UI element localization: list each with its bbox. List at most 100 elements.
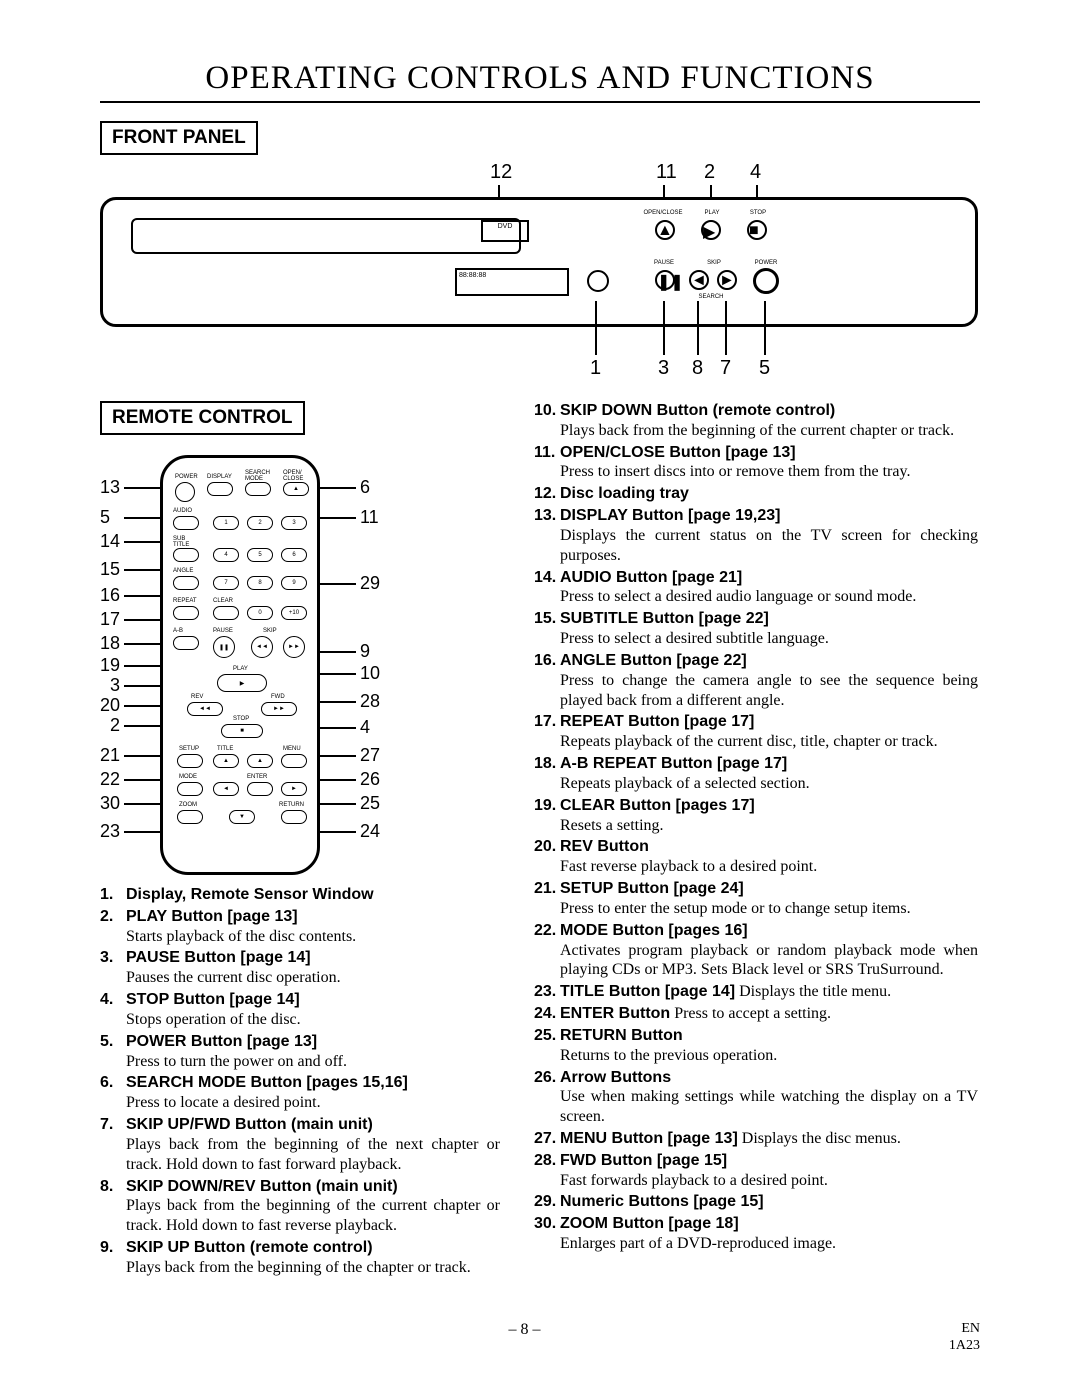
- rc-leader: [320, 803, 356, 805]
- list-item: 13.DISPLAY Button [page 19,23]Displays t…: [534, 506, 978, 565]
- lbl-fwd: FWD: [271, 694, 285, 700]
- btn-7: 7: [213, 576, 239, 590]
- rc-leader: [320, 517, 356, 519]
- fp-callout-1: 1: [590, 357, 601, 380]
- page-title: OPERATING CONTROLS AND FUNCTIONS: [100, 60, 980, 97]
- rc-num: 20: [100, 695, 120, 716]
- rc-num: 2: [110, 715, 120, 736]
- rc-leader: [124, 779, 160, 781]
- rc-leader: [124, 541, 160, 543]
- lbl-rev: REV: [191, 694, 203, 700]
- list-item: 16.ANGLE Button [page 22]Press to change…: [534, 651, 978, 710]
- rc-num: 27: [360, 745, 380, 766]
- rc-num: 21: [100, 745, 120, 766]
- list-item: 28.FWD Button [page 15]Fast forwards pla…: [534, 1151, 978, 1191]
- rc-leader: [320, 651, 356, 653]
- rc-num: 3: [110, 675, 120, 696]
- rc-num: 5: [100, 507, 110, 528]
- lbl-repeat: REPEAT: [173, 598, 197, 604]
- lbl-clear: CLEAR: [213, 598, 233, 604]
- entries-right: 10.SKIP DOWN Button (remote control)Play…: [534, 401, 978, 1254]
- list-item: 12.Disc loading tray: [534, 484, 978, 504]
- rc-num: 13: [100, 477, 120, 498]
- list-item: 26.Arrow ButtonsUse when making settings…: [534, 1068, 978, 1127]
- fp-callout-3: 3: [658, 357, 669, 380]
- rc-num: 18: [100, 633, 120, 654]
- list-item: 29.Numeric Buttons [page 15]: [534, 1192, 978, 1212]
- list-item: 2.PLAY Button [page 13]Starts playback o…: [100, 907, 500, 947]
- btn-plus10: +10: [281, 606, 307, 620]
- rc-leader: [124, 643, 160, 645]
- rc-num: 6: [360, 477, 370, 498]
- fp-leader: [663, 301, 665, 355]
- entries-left: 1.Display, Remote Sensor Window2.PLAY Bu…: [100, 885, 500, 1278]
- fp-callout-2: 2: [704, 161, 715, 184]
- lbl-play: PLAY: [233, 666, 248, 672]
- label-pause: PAUSE: [649, 260, 679, 266]
- btn-play: ▶: [217, 674, 267, 692]
- btn-open: ▲: [283, 482, 309, 496]
- btn-skipdown: ◄◄: [251, 636, 273, 658]
- rc-leader: [124, 665, 160, 667]
- rc-num: 28: [360, 691, 380, 712]
- lbl-ab: A-B: [173, 628, 183, 634]
- btn-mode: [177, 782, 203, 796]
- list-item: 23.TITLE Button [page 14] Displays the t…: [534, 982, 978, 1002]
- list-item: 14.AUDIO Button [page 21]Press to select…: [534, 568, 978, 608]
- btn-3: 3: [281, 516, 307, 530]
- rc-num: 17: [100, 609, 120, 630]
- label-skip: SKIP: [699, 260, 729, 266]
- btn-rev: ◄◄: [187, 702, 223, 716]
- rc-leader: [124, 517, 160, 519]
- fp-callout-4: 4: [750, 161, 761, 184]
- btn-setup: [177, 754, 203, 768]
- list-item: 7.SKIP UP/FWD Button (main unit)Plays ba…: [100, 1115, 500, 1174]
- list-item: 3.PAUSE Button [page 14]Pauses the curre…: [100, 948, 500, 988]
- front-panel-section: FRONT PANEL 12 11 2 4 DVD 88:88:88 OPEN/…: [100, 121, 980, 391]
- fp-callout-7: 7: [720, 357, 731, 380]
- btn-2: 2: [247, 516, 273, 530]
- lbl-setup: SETUP: [179, 746, 199, 752]
- btn-sub: [173, 548, 199, 562]
- lbl-search: SEARCH MODE: [245, 470, 275, 482]
- list-item: 5.POWER Button [page 13]Press to turn th…: [100, 1032, 500, 1072]
- list-item: 25.RETURN ButtonReturns to the previous …: [534, 1026, 978, 1066]
- rc-num: 4: [360, 717, 370, 738]
- fp-leader: [697, 301, 699, 355]
- label-stop: STOP: [743, 210, 773, 216]
- lbl-sub: SUB TITLE: [173, 536, 197, 548]
- rc-num: 11: [360, 507, 379, 528]
- pause-btn: ❚❚: [655, 270, 675, 290]
- rc-leader: [124, 487, 160, 489]
- btn-clear: [213, 606, 239, 620]
- fp-callout-8: 8: [692, 357, 703, 380]
- disc-tray: [131, 218, 521, 254]
- page-footer: – 8 – EN1A23: [100, 1321, 980, 1355]
- lbl-return: RETURN: [279, 802, 304, 808]
- remote-control-label: REMOTE CONTROL: [100, 401, 305, 435]
- btn-5: 5: [247, 548, 273, 562]
- rc-num: 23: [100, 821, 120, 842]
- list-item: 4.STOP Button [page 14]Stops operation o…: [100, 990, 500, 1030]
- btn-display: [207, 482, 233, 496]
- label-play: PLAY: [697, 210, 727, 216]
- list-item: 19.CLEAR Button [pages 17]Resets a setti…: [534, 796, 978, 836]
- btn-menu: [281, 754, 307, 768]
- list-item: 27.MENU Button [page 13] Displays the di…: [534, 1129, 978, 1149]
- btn-6: 6: [281, 548, 307, 562]
- page-number: – 8 –: [508, 1321, 540, 1355]
- power-btn: [753, 268, 779, 294]
- btn-zoom: [177, 810, 203, 824]
- rc-leader: [320, 673, 356, 675]
- btn-stop: ■: [221, 724, 263, 738]
- list-item: 17.REPEAT Button [page 17]Repeats playba…: [534, 712, 978, 752]
- rc-leader: [124, 725, 160, 727]
- lbl-zoom: ZOOM: [179, 802, 197, 808]
- rc-leader: [124, 803, 160, 805]
- list-item: 1.Display, Remote Sensor Window: [100, 885, 500, 905]
- rc-leader: [320, 727, 356, 729]
- btn-1: 1: [213, 516, 239, 530]
- rc-num: 16: [100, 585, 120, 606]
- list-item: 15.SUBTITLE Button [page 22]Press to sel…: [534, 609, 978, 649]
- fp-leader: [764, 301, 766, 355]
